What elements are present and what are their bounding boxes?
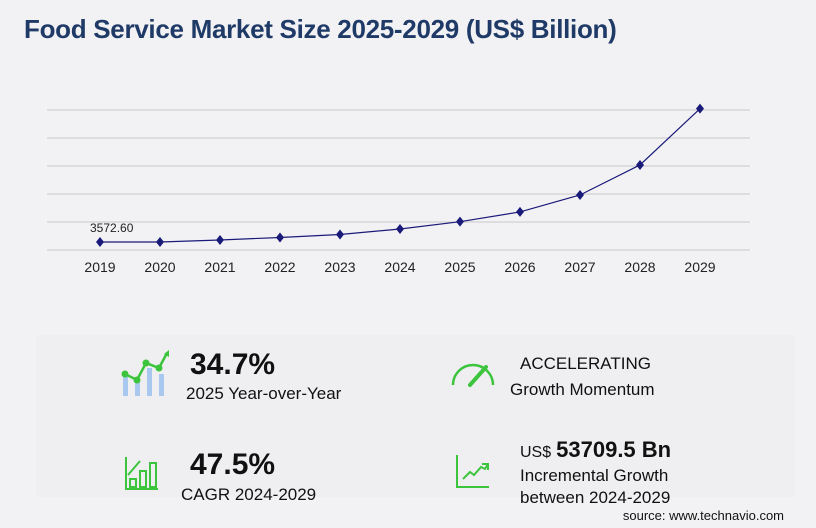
incremental-label-1: Incremental Growth [520, 466, 669, 485]
x-tick-label: 2024 [384, 259, 415, 275]
currency-prefix: US$ [520, 444, 552, 461]
x-tick-label: 2025 [444, 259, 475, 275]
data-point [696, 103, 704, 114]
incremental-value: US$ 53709.5 Bn [520, 437, 671, 463]
data-point [576, 189, 584, 200]
x-tick-label: 2023 [324, 259, 355, 275]
source-credit: source: www.technavio.com [622, 508, 784, 523]
yoy-value: 34.7% [190, 348, 276, 381]
x-tick-label: 2019 [84, 259, 115, 275]
x-tick-label: 2021 [204, 259, 235, 275]
momentum-label: Growth Momentum [510, 380, 655, 399]
cagr-value: 47.5% [190, 448, 276, 481]
cagr-label: CAGR 2024-2029 [181, 485, 317, 504]
x-tick-label: 2020 [144, 259, 175, 275]
x-tick-label: 2026 [504, 259, 535, 275]
data-point [336, 229, 344, 240]
page-title: Food Service Market Size 2025-2029 (US$ … [24, 14, 617, 44]
incremental-amount: 53709.5 Bn [556, 437, 672, 462]
x-tick-label: 2028 [624, 259, 655, 275]
data-point [276, 232, 284, 243]
x-tick-label: 2029 [684, 259, 715, 275]
incremental-label-2: between 2024-2029 [520, 488, 671, 507]
x-tick-label: 2022 [264, 259, 295, 275]
trend-up-icon [456, 455, 489, 488]
data-point [456, 216, 464, 227]
data-point [216, 234, 224, 245]
momentum-value: ACCELERATING [520, 354, 651, 373]
growth-chart-icon [121, 350, 169, 396]
data-point [516, 206, 524, 217]
data-point [96, 236, 104, 247]
data-point [396, 223, 404, 234]
yoy-label: 2025 Year-over-Year [186, 384, 342, 403]
speedometer-icon [451, 363, 495, 387]
line-chart: 2019 2020 2021 2022 2023 2024 2025 2026 2027 2028… [47, 103, 750, 275]
data-point [156, 237, 164, 248]
data-label: 3572.60 [90, 221, 134, 235]
data-point [636, 159, 644, 170]
x-tick-label: 2027 [564, 259, 595, 275]
bar-chart-icon [125, 457, 158, 490]
